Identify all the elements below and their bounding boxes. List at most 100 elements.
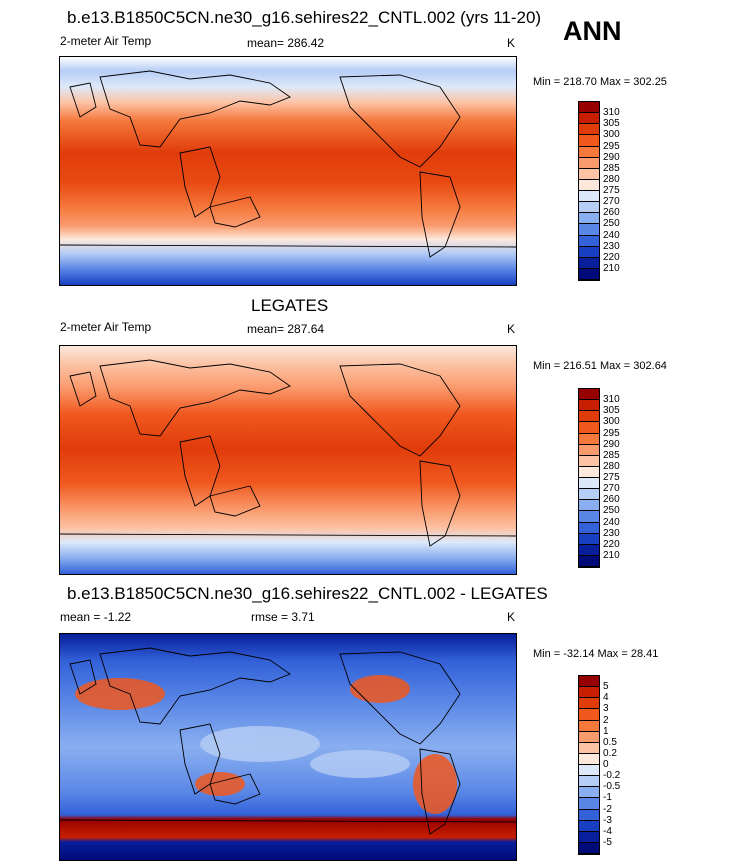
colorbar-tick-label: 5: [603, 681, 609, 693]
colorbar-tick-label: 295: [603, 427, 620, 439]
colorbar-swatch: [579, 820, 599, 832]
colorbar-tick-label: 0: [603, 759, 609, 770]
colorbar-tick-label: 295: [603, 140, 620, 152]
obs-temperature-map: [59, 345, 517, 575]
colorbar-swatch: [579, 202, 599, 214]
colorbar-swatch: [579, 400, 599, 412]
panel-model-variable: 2-meter Air Temp: [60, 34, 152, 48]
colorbar-tick-label: 310: [603, 107, 620, 119]
colorbar-tick-label: 260: [603, 207, 620, 219]
colorbar-tick-label: 285: [603, 162, 620, 174]
colorbar-tick-label: 260: [603, 494, 620, 506]
colorbar-tick-label: 2: [603, 714, 609, 726]
colorbar-swatch: [579, 731, 599, 743]
model-colorbar: 310 305 300 295 290 285 280 275 270 260 250 240 230 2…: [578, 101, 620, 281]
colorbar-swatch: [579, 168, 599, 180]
colorbar-tick-label: 240: [603, 516, 620, 528]
colorbar-tick-label: 240: [603, 229, 620, 241]
colorbar-swatch: [579, 798, 599, 810]
colorbar-swatch: [579, 124, 599, 136]
colorbar-swatch: [579, 389, 599, 401]
colorbar-swatch: [579, 522, 599, 534]
panel-obs-title: LEGATES: [251, 296, 329, 315]
model-temperature-map: [59, 56, 517, 286]
panel-model-minmax: Min = 218.70 Max = 302.25: [533, 76, 667, 88]
colorbar-tick-label: 230: [603, 527, 620, 539]
colorbar-swatch: [579, 809, 599, 821]
colorbar-swatch: [579, 720, 599, 732]
panel-diff-mean: mean = -1.22: [60, 610, 132, 624]
colorbar-tick-label: -0.5: [603, 781, 621, 793]
colorbar-swatch: [579, 146, 599, 158]
panel-obs-minmax: Min = 216.51 Max = 302.64: [533, 360, 667, 372]
colorbar-tick-label: -3: [603, 814, 612, 826]
colorbar-swatch: [579, 776, 599, 788]
colorbar-tick-label: -0.2: [603, 770, 621, 782]
colorbar-swatch: [579, 235, 599, 247]
colorbar-tick-label: 300: [603, 416, 620, 428]
colorbar-swatch: [579, 191, 599, 203]
colorbar-swatch: [579, 500, 599, 512]
panel-model-mean: mean= 286.42: [247, 36, 325, 50]
colorbar-swatch: [579, 687, 599, 699]
colorbar-swatch: [579, 489, 599, 501]
colorbar-tick-label: 220: [603, 538, 620, 550]
colorbar-swatch: [579, 533, 599, 545]
colorbar-swatch: [579, 411, 599, 423]
panel-obs-variable: 2-meter Air Temp: [60, 320, 152, 334]
diff-temperature-map: [59, 633, 517, 861]
colorbar-tick-label: -2: [603, 803, 612, 815]
colorbar-tick-label: 210: [603, 549, 620, 561]
colorbar-swatch: [579, 787, 599, 799]
colorbar-tick-label: 1: [603, 725, 609, 737]
case-title: b.e13.B1850C5CN.ne30_g16.sehires22_CNTL.…: [67, 8, 542, 27]
colorbar-tick-label: 220: [603, 251, 620, 263]
colorbar-tick-label: 290: [603, 151, 620, 163]
colorbar-tick-label: 250: [603, 218, 620, 230]
colorbar-swatch: [579, 544, 599, 556]
colorbar-tick-label: 3: [603, 703, 609, 715]
colorbar-tick-label: 230: [603, 240, 620, 252]
colorbar-swatch: [579, 257, 599, 269]
colorbar-swatch: [579, 455, 599, 467]
colorbar-swatch: [579, 246, 599, 258]
colorbar-tick-label: 275: [603, 472, 620, 483]
colorbar-swatch: [579, 213, 599, 225]
colorbar-tick-label: -5: [603, 836, 612, 848]
panel-diff-rmse: rmse = 3.71: [251, 610, 315, 624]
panel-diff-units: K: [507, 610, 516, 624]
colorbar-swatch: [579, 422, 599, 434]
colorbar-tick-label: 280: [603, 173, 620, 185]
colorbar-swatch: [579, 709, 599, 721]
colorbar-swatch: [579, 179, 599, 191]
panel-model-units: K: [507, 36, 516, 50]
diff-map-svg: [60, 634, 516, 860]
colorbar-tick-label: 0.2: [603, 747, 617, 759]
colorbar-swatch: [579, 478, 599, 490]
colorbar-tick-label: -1: [603, 792, 612, 804]
season-label: ANN: [563, 16, 622, 46]
colorbar-swatch: [579, 224, 599, 236]
colorbar-swatch: [579, 831, 599, 843]
obs-colorbar: 310 305 300 295 290 285 280 275 270 260 250 240 230 2…: [578, 388, 620, 568]
colorbar-swatch: [579, 753, 599, 765]
colorbar-tick-label: 300: [603, 129, 620, 141]
obs-map-svg: [60, 346, 516, 574]
colorbar-swatch: [579, 433, 599, 445]
panel-diff-title: b.e13.B1850C5CN.ne30_g16.sehires22_CNTL.…: [67, 584, 548, 603]
colorbar-swatch: [579, 157, 599, 169]
colorbar-swatch: [579, 676, 599, 688]
colorbar-tick-label: 0.5: [603, 736, 617, 748]
colorbar-tick-label: 280: [603, 460, 620, 472]
colorbar-swatch: [579, 444, 599, 456]
colorbar-tick-label: 285: [603, 449, 620, 461]
colorbar-swatch: [579, 511, 599, 523]
colorbar-tick-label: 270: [603, 196, 620, 208]
colorbar-swatch: [579, 842, 599, 854]
colorbar-tick-label: 310: [603, 394, 620, 406]
colorbar-swatch: [579, 555, 599, 567]
colorbar-swatch: [579, 102, 599, 114]
colorbar-tick-label: 4: [603, 692, 609, 704]
colorbar-swatch: [579, 765, 599, 777]
colorbar-swatch: [579, 698, 599, 710]
